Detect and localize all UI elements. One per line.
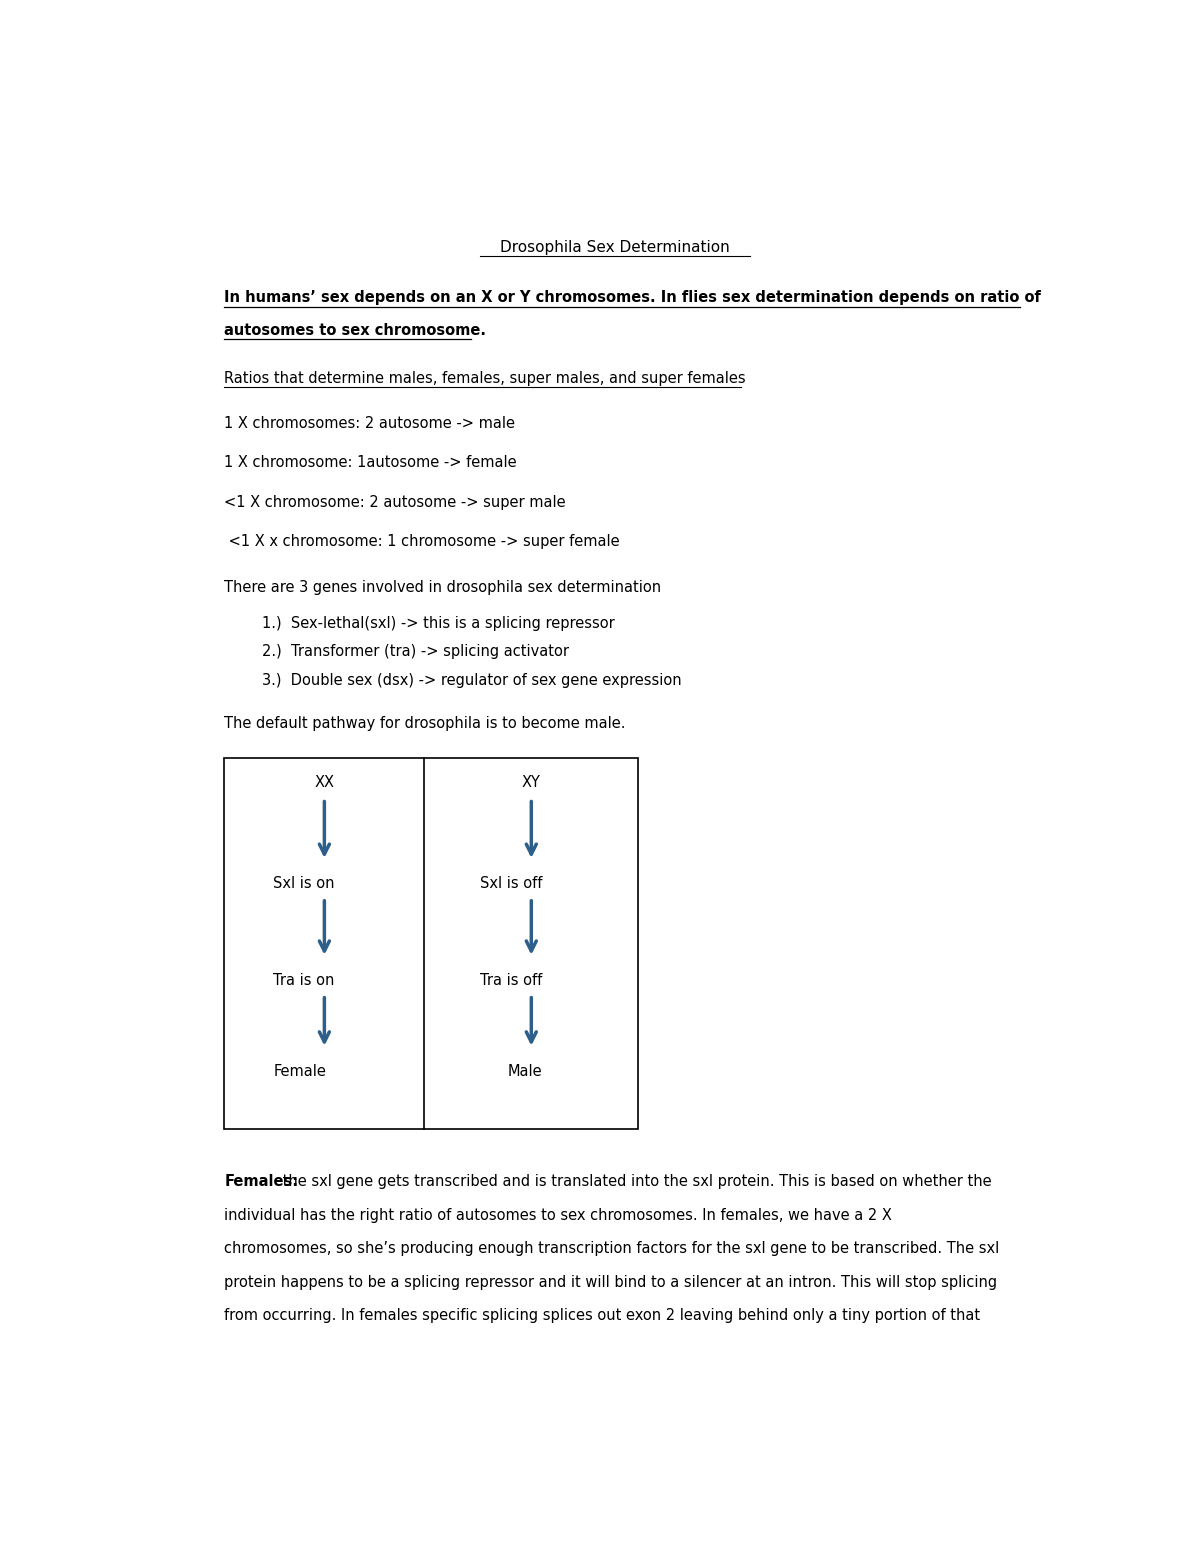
Text: XY: XY <box>522 775 541 789</box>
Text: Sxl is on: Sxl is on <box>274 876 335 891</box>
Text: Tra is on: Tra is on <box>274 974 335 988</box>
Text: from occurring. In females specific splicing splices out exon 2 leaving behind o: from occurring. In females specific spli… <box>224 1308 980 1323</box>
Text: In humans’ sex depends on an X or Y chromosomes. In flies sex determination depe: In humans’ sex depends on an X or Y chro… <box>224 290 1042 306</box>
Text: <1 X chromosome: 2 autosome -> super male: <1 X chromosome: 2 autosome -> super mal… <box>224 495 566 509</box>
Text: individual has the right ratio of autosomes to sex chromosomes. In females, we h: individual has the right ratio of autoso… <box>224 1208 893 1222</box>
Text: the sxl gene gets transcribed and is translated into the sxl protein. This is ba: the sxl gene gets transcribed and is tra… <box>278 1174 992 1190</box>
Text: 2.)  Transformer (tra) -> splicing activator: 2.) Transformer (tra) -> splicing activa… <box>262 644 569 660</box>
Text: 3.)  Double sex (dsx) -> regulator of sex gene expression: 3.) Double sex (dsx) -> regulator of sex… <box>262 672 682 688</box>
Text: 1.)  Sex-lethal(sxl) -> this is a splicing repressor: 1.) Sex-lethal(sxl) -> this is a splicin… <box>262 615 614 631</box>
Text: <1 X x chromosome: 1 chromosome -> super female: <1 X x chromosome: 1 chromosome -> super… <box>224 534 620 550</box>
Text: Sxl is off: Sxl is off <box>480 876 542 891</box>
Text: Drosophila Sex Determination: Drosophila Sex Determination <box>500 241 730 255</box>
Text: Females:: Females: <box>224 1174 299 1190</box>
Text: Male: Male <box>508 1064 542 1079</box>
Text: The default pathway for drosophila is to become male.: The default pathway for drosophila is to… <box>224 716 626 731</box>
Text: protein happens to be a splicing repressor and it will bind to a silencer at an : protein happens to be a splicing repress… <box>224 1275 997 1289</box>
Text: 1 X chromosomes: 2 autosome -> male: 1 X chromosomes: 2 autosome -> male <box>224 416 516 430</box>
Text: Female: Female <box>274 1064 326 1079</box>
Text: XX: XX <box>314 775 335 789</box>
Text: 1 X chromosome: 1autosome -> female: 1 X chromosome: 1autosome -> female <box>224 455 517 471</box>
Text: There are 3 genes involved in drosophila sex determination: There are 3 genes involved in drosophila… <box>224 579 661 595</box>
Text: Tra is off: Tra is off <box>480 974 542 988</box>
Text: chromosomes, so she’s producing enough transcription factors for the sxl gene to: chromosomes, so she’s producing enough t… <box>224 1241 1000 1256</box>
Text: autosomes to sex chromosome.: autosomes to sex chromosome. <box>224 323 486 337</box>
Text: Ratios that determine males, females, super males, and super females: Ratios that determine males, females, su… <box>224 371 746 385</box>
Bar <box>224 758 638 1129</box>
